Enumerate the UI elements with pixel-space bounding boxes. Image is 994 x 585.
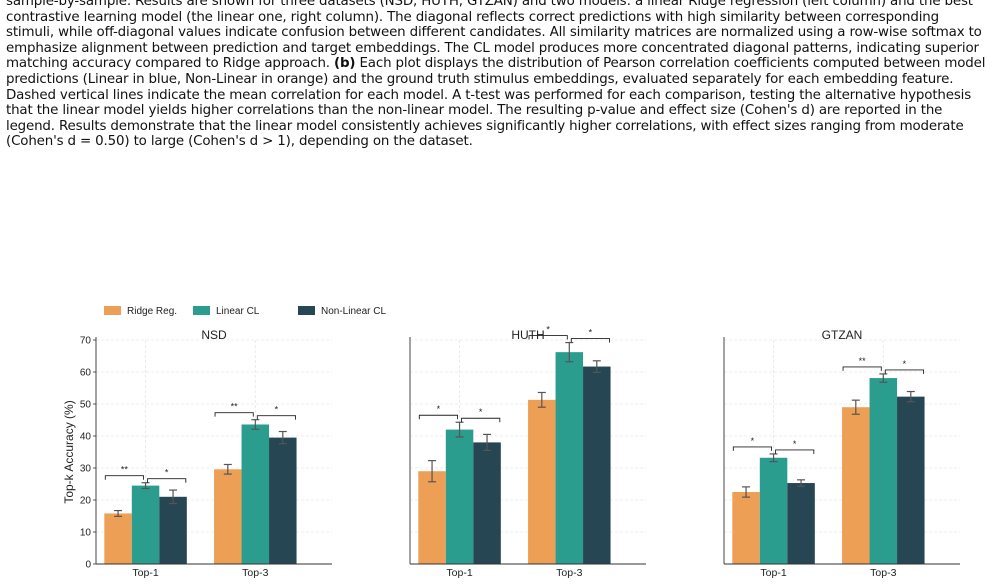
y-tick-label: 30 — [80, 464, 92, 475]
bar-huth-top-1-non-linear-cl — [473, 442, 501, 564]
bar-huth-top-3-non-linear-cl — [583, 366, 611, 564]
y-tick-label: 0 — [85, 560, 91, 571]
legend-swatch — [104, 306, 121, 315]
significance-bracket — [732, 446, 773, 451]
significance-bracket — [104, 475, 145, 480]
significance-bracket — [147, 478, 187, 483]
significance-label: * — [589, 328, 593, 338]
bar-nsd-top-1-non-linear-cl — [159, 496, 187, 564]
y-axis-label: Top-k Accuracy (%) — [62, 400, 76, 503]
significance-bracket — [570, 338, 610, 343]
bar-gtzan-top-1-linear-cl — [759, 457, 788, 564]
significance-label: ** — [231, 402, 239, 412]
bar-huth-top-3-linear-cl — [555, 352, 584, 564]
legend-label: Linear CL — [216, 306, 260, 317]
y-tick-label: 10 — [80, 528, 92, 539]
bar-nsd-top-3-non-linear-cl — [269, 437, 297, 564]
significance-bracket — [528, 335, 568, 340]
significance-bracket — [842, 366, 882, 371]
bar-gtzan-top-1-ridge-reg- — [732, 492, 760, 564]
significance-bracket — [418, 414, 459, 420]
caption-text-part-2: Each plot displays the distribution of P… — [6, 56, 986, 150]
x-tick-label: Top-1 — [132, 567, 158, 579]
significance-label: * — [793, 439, 797, 449]
x-tick-label: Top-1 — [446, 567, 472, 579]
bar-huth-top-1-linear-cl — [445, 429, 474, 564]
significance-label: * — [437, 404, 441, 414]
significance-label: * — [275, 405, 279, 415]
legend-swatch — [298, 306, 315, 315]
x-tick-label: Top-3 — [556, 567, 582, 579]
significance-label: * — [903, 359, 907, 369]
x-tick-label: Top-3 — [242, 567, 268, 579]
significance-bracket — [214, 412, 254, 417]
bar-huth-top-3-ridge-reg- — [528, 399, 556, 564]
significance-label: ** — [859, 356, 867, 366]
y-tick-label: 60 — [80, 368, 92, 379]
caption-label-b: (b) — [334, 56, 356, 72]
significance-label: * — [546, 325, 550, 335]
chart-title: HUTH — [511, 328, 544, 342]
significance-label: * — [751, 436, 755, 446]
caption-text-part-1: sample-by-sample. Results are shown for … — [6, 0, 982, 72]
bar-nsd-top-3-ridge-reg- — [214, 469, 242, 564]
bar-gtzan-top-3-non-linear-cl — [897, 396, 925, 564]
significance-bracket — [256, 415, 296, 420]
bar-nsd-top-1-linear-cl — [131, 485, 160, 564]
y-tick-label: 50 — [80, 400, 92, 411]
figure-caption: sample-by-sample. Results are shown for … — [6, 0, 990, 150]
x-tick-label: Top-1 — [760, 567, 786, 579]
chart-legend: Ridge Reg. Linear CL Non-Linear CL — [104, 306, 386, 317]
x-tick-label: Top-3 — [870, 567, 896, 579]
significance-label: ** — [121, 465, 129, 475]
y-tick-label: 70 — [80, 336, 92, 347]
significance-label: * — [479, 407, 483, 417]
legend-label: Ridge Reg. — [127, 306, 177, 317]
significance-bracket — [461, 417, 501, 423]
chart-title: NSD — [201, 328, 227, 342]
bar-huth-top-1-ridge-reg- — [418, 471, 446, 564]
bar-nsd-top-1-ridge-reg- — [104, 513, 132, 564]
legend-swatch — [193, 306, 210, 315]
bar-gtzan-top-3-linear-cl — [869, 378, 898, 564]
bar-gtzan-top-1-non-linear-cl — [787, 483, 815, 564]
chart-title: GTZAN — [822, 328, 863, 342]
y-tick-label: 40 — [80, 432, 92, 443]
y-tick-label: 20 — [80, 496, 92, 507]
chart-panel-huth: * * Top-1 * * Top-3 HUTH — [409, 325, 646, 579]
significance-bracket — [775, 449, 815, 454]
bar-nsd-top-3-linear-cl — [241, 424, 270, 564]
bar-gtzan-top-3-ridge-reg- — [842, 407, 870, 564]
significance-label: * — [165, 468, 169, 478]
legend-label: Non-Linear CL — [321, 306, 386, 317]
significance-bracket — [884, 369, 924, 374]
